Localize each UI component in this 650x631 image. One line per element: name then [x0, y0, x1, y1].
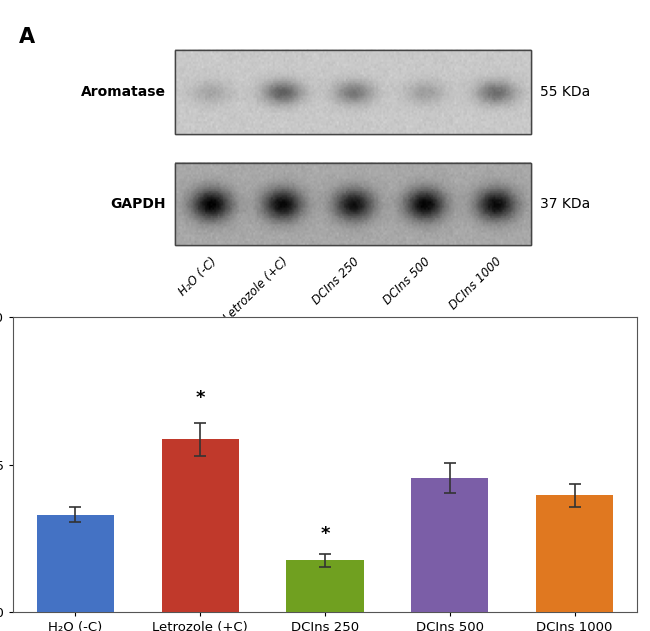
Text: 37 KDa: 37 KDa — [540, 197, 591, 211]
Text: Aromatase: Aromatase — [81, 85, 166, 99]
Text: H₂O (-C): H₂O (-C) — [177, 255, 220, 298]
Text: 55 KDa: 55 KDa — [540, 85, 591, 99]
Bar — [411, 478, 489, 612]
Bar — [176, 50, 531, 134]
Text: Letrozole (+C): Letrozole (+C) — [222, 255, 291, 325]
Text: DCIns 250: DCIns 250 — [310, 255, 362, 307]
Text: DCIns 500: DCIns 500 — [382, 255, 434, 307]
Text: A: A — [20, 27, 35, 47]
Bar — [36, 515, 114, 612]
Bar — [176, 163, 531, 245]
Bar — [536, 495, 614, 612]
Text: *: * — [196, 389, 205, 407]
Text: *: * — [320, 525, 330, 543]
Bar — [286, 560, 364, 612]
Text: GAPDH: GAPDH — [111, 197, 166, 211]
Bar — [176, 163, 531, 245]
Bar — [161, 439, 239, 612]
Text: DCIns 1000: DCIns 1000 — [447, 255, 504, 312]
Bar — [176, 50, 531, 134]
